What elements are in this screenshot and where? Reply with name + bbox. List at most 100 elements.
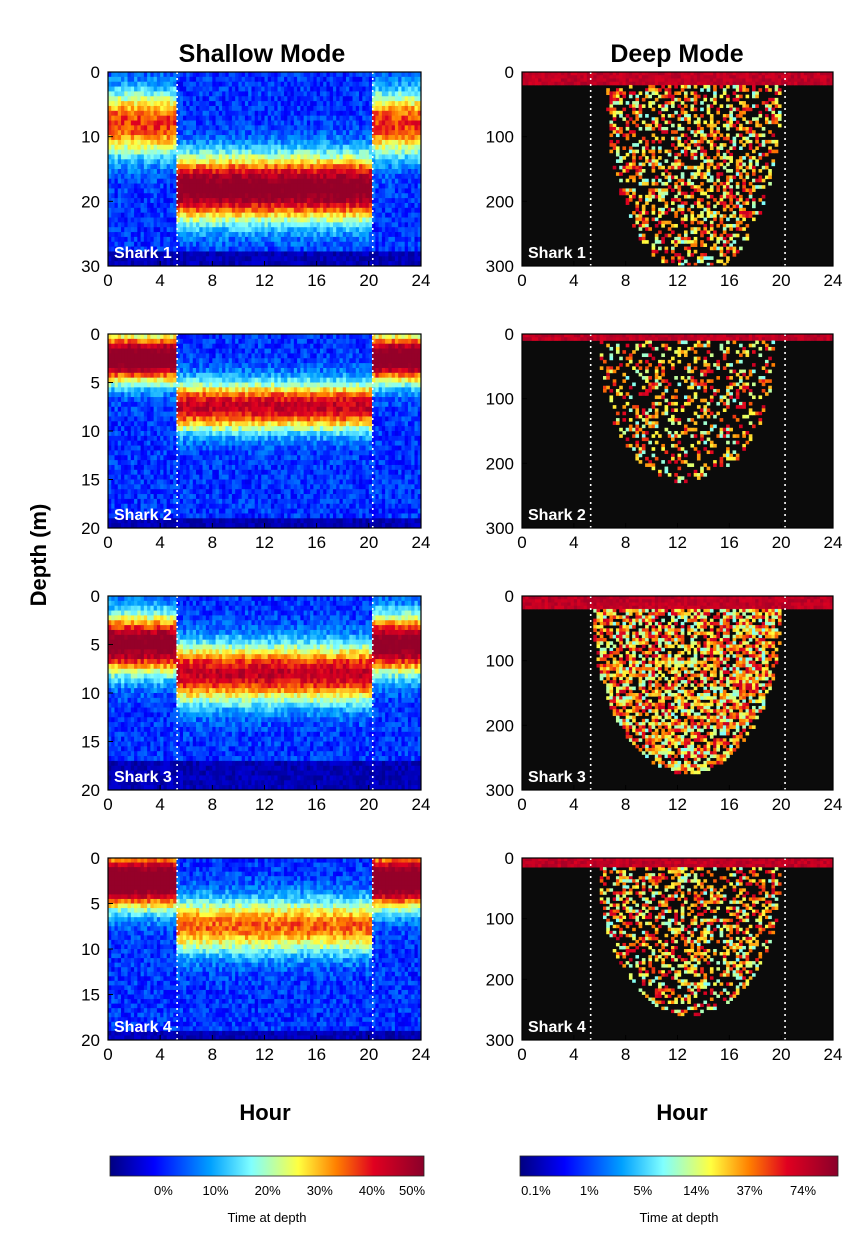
x-tick-label: 24 [824,1045,843,1064]
x-tick-label: 16 [307,1045,326,1064]
x-tick-label: 16 [720,795,739,814]
x-tick-label: 0 [517,795,526,814]
title-shallow: Shallow Mode [179,40,346,68]
x-tick-label: 4 [155,795,164,814]
colorbar-right: 0.1% 1% 5% 14% 37% 74% Time at depth [519,1155,839,1225]
x-tick-label: 0 [517,271,526,290]
y-tick-label: 15 [81,986,100,1005]
y-tick-label: 100 [486,390,514,409]
x-tick-label: 20 [359,533,378,552]
x-tick-label: 0 [517,533,526,552]
panel-shallow-3: 0 4 8 12 16 20 24 0 5 10 15 20 Shark 3 [81,587,430,814]
panel-deep-3: 0 4 8 12 16 20 24 0 100 200 300 Shark 3 [486,587,843,814]
y-tick-label: 300 [486,781,514,800]
y-tick-label: 100 [486,910,514,929]
panel-deep-4: 0 4 8 12 16 20 24 0 100 200 300 Shark 4 [486,849,843,1064]
x-tick-label: 8 [621,795,630,814]
x-tick-label: 8 [208,1045,217,1064]
shark-label: Shark 4 [528,1019,586,1036]
y-tick-label: 300 [486,519,514,538]
x-tick-label: 4 [569,533,578,552]
x-tick-label: 12 [255,795,274,814]
y-tick-label: 10 [81,684,100,703]
x-tick-label: 20 [359,1045,378,1064]
x-tick-label: 24 [412,533,431,552]
x-tick-label: 20 [772,795,791,814]
y-tick-label: 20 [81,781,100,800]
x-tick-label: 20 [772,1045,791,1064]
y-tick-label: 0 [505,63,514,82]
y-tick-label: 200 [486,454,514,473]
x-tick-label: 16 [307,271,326,290]
y-tick-label: 0 [505,325,514,344]
y-tick-label: 10 [81,940,100,959]
heatmap-cells [522,72,834,267]
panel-deep-2: 0 4 8 12 16 20 24 0 100 200 300 Shark 2 [486,325,843,552]
panel-shallow-1: 0 4 8 12 16 20 24 0 10 20 30 Shark 1 [81,63,430,290]
x-tick-label: 4 [569,271,578,290]
x-tick-label: 20 [359,795,378,814]
x-tick-label: 8 [208,795,217,814]
x-tick-label: 24 [824,271,843,290]
panel-shallow-4: 0 4 8 12 16 20 24 0 5 10 15 20 Shark 4 [81,849,430,1064]
y-tick-label: 100 [486,652,514,671]
y-tick-label: 0 [91,63,100,82]
y-tick-label: 15 [81,471,100,490]
x-tick-label: 16 [720,1045,739,1064]
colorbar-left-gradient [109,1155,425,1177]
y-tick-label: 200 [486,970,514,989]
y-tick-label: 20 [81,192,100,211]
y-tick-label: 20 [81,519,100,538]
x-tick-label: 16 [720,533,739,552]
shark-label: Shark 2 [114,507,172,524]
x-tick-label: 12 [255,271,274,290]
colorbar-left: 0% 10% 20% 30% 40% 50% Time at depth [109,1155,425,1225]
x-tick-label: 0 [103,1045,112,1064]
y-tick-label: 200 [486,192,514,211]
heatmap-cells [108,858,422,1041]
colorbar-tick-label: 14% [683,1183,709,1198]
colorbar-tick-label: 10% [202,1183,228,1198]
x-tick-label: 8 [621,271,630,290]
colorbar-right-label: Time at depth [639,1210,718,1225]
x-tick-label: 24 [824,795,843,814]
y-tick-label: 20 [81,1031,100,1050]
y-tick-label: 5 [91,636,100,655]
x-tick-label: 4 [155,271,164,290]
x-tick-label: 12 [668,795,687,814]
colorbar-tick-label: 20% [255,1183,281,1198]
x-tick-label: 12 [668,533,687,552]
x-tick-label: 20 [359,271,378,290]
y-tick-label: 200 [486,716,514,735]
x-tick-label: 12 [668,1045,687,1064]
x-tick-label: 0 [103,795,112,814]
x-tick-label: 12 [255,533,274,552]
shark-label: Shark 2 [528,507,586,524]
x-tick-label: 0 [103,533,112,552]
y-tick-label: 0 [505,849,514,868]
shark-label: Shark 1 [114,245,172,262]
colorbar-tick-label: 0% [154,1183,173,1198]
x-tick-label: 16 [307,795,326,814]
heatmap-cells [108,72,422,267]
colorbar-tick-label: 1% [580,1183,599,1198]
heatmap-cells [522,858,834,1040]
colorbar-left-label: Time at depth [227,1210,306,1225]
x-tick-label: 8 [208,271,217,290]
x-tick-label: 16 [720,271,739,290]
colorbar-tick-label: 40% [359,1183,385,1198]
x-tick-label: 8 [621,1045,630,1064]
x-tick-label: 24 [412,1045,431,1064]
x-tick-label: 8 [621,533,630,552]
y-tick-label: 30 [81,257,100,276]
y-tick-label: 10 [81,128,100,147]
panel-shallow-2: 0 4 8 12 16 20 24 0 5 10 15 20 Shark 2 [81,325,430,552]
y-tick-label: 5 [91,374,100,393]
x-tick-label: 20 [772,271,791,290]
x-tick-label: 4 [155,1045,164,1064]
y-tick-label: 300 [486,1031,514,1050]
x-tick-label: 16 [307,533,326,552]
shark-label: Shark 3 [114,769,172,786]
heatmap-cells [108,596,422,791]
